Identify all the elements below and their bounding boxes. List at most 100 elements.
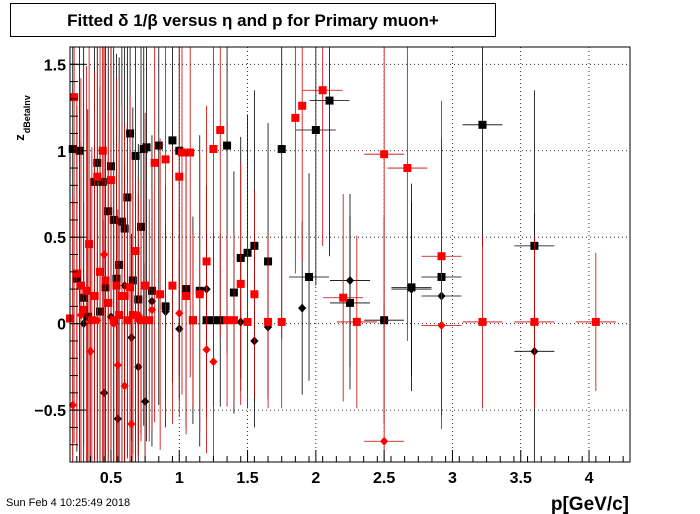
data-point-diamond xyxy=(147,305,156,315)
data-point-diamond xyxy=(120,381,129,391)
data-point-diamond xyxy=(175,308,184,318)
data-point-square xyxy=(264,317,273,326)
data-point-square xyxy=(291,113,300,122)
x-tick-label: 3 xyxy=(448,470,457,487)
data-point-square xyxy=(178,148,186,157)
data-point-square xyxy=(115,311,124,320)
x-tick-label: 2.5 xyxy=(373,470,395,487)
data-point-square xyxy=(90,292,99,300)
data-point-diamond xyxy=(76,310,85,320)
data-point-square xyxy=(277,317,286,326)
data-point-diamond xyxy=(113,360,122,370)
chart-title: Fitted δ 1/β versus η and p for Primary … xyxy=(67,11,439,30)
data-point-square xyxy=(70,93,79,102)
data-point-square xyxy=(161,155,170,164)
data-point-square xyxy=(277,145,286,154)
data-point-square xyxy=(154,141,163,150)
data-point-square xyxy=(145,316,154,325)
data-point-square xyxy=(223,141,232,150)
data-point-square xyxy=(98,146,107,155)
data-point-square xyxy=(93,172,102,181)
data-point-square xyxy=(137,316,146,325)
data-point-square xyxy=(530,317,539,326)
y-axis-label-sub: dBetaInv xyxy=(22,95,32,133)
chart-title-box: Fitted δ 1/β versus η and p for Primary … xyxy=(10,3,496,37)
data-point-square xyxy=(101,276,110,285)
data-point-diamond xyxy=(243,317,252,327)
data-point-square xyxy=(250,290,259,299)
data-point-diamond xyxy=(93,315,102,325)
data-point-diamond xyxy=(68,400,77,410)
series-3 xyxy=(68,47,462,462)
series-2 xyxy=(66,47,616,462)
data-point-square xyxy=(305,272,314,281)
data-point-diamond xyxy=(407,284,416,294)
x-tick-label: 0.5 xyxy=(100,470,122,487)
series-0 xyxy=(68,47,555,462)
data-point-square xyxy=(123,316,132,325)
data-point-square xyxy=(318,86,327,95)
data-point-square xyxy=(478,317,487,326)
y-axis-label: zdBetaInv xyxy=(12,95,32,141)
x-tick-label: 4 xyxy=(585,470,594,487)
y-axis-label-main: z xyxy=(12,134,27,141)
data-point-square xyxy=(591,317,600,326)
data-point-square xyxy=(298,101,307,110)
y-tick-label: −0.5 xyxy=(34,403,66,420)
data-point-diamond xyxy=(100,250,109,259)
axes: 0.5 1 1.5 2 2.5 3 3.5 4 −0.5 0 0.5 1 1.5 xyxy=(34,57,624,487)
data-point-square xyxy=(311,126,320,134)
y-tick-label: 1 xyxy=(57,144,66,161)
x-tick-label: 3.5 xyxy=(510,470,532,487)
data-point-square xyxy=(229,316,238,325)
data-point-square xyxy=(209,145,218,154)
data-point-diamond xyxy=(346,275,354,285)
data-point-square xyxy=(223,316,232,325)
data-point-diamond xyxy=(298,303,307,313)
data-point-square xyxy=(380,150,389,159)
series-1 xyxy=(79,164,555,462)
data-point-square xyxy=(142,143,151,152)
x-axis-label: p[GeV/c] xyxy=(551,494,629,514)
x-tick-label: 1 xyxy=(175,470,184,487)
data-point-diamond xyxy=(209,357,218,367)
data-point-square xyxy=(403,164,412,173)
data-point-square xyxy=(106,176,115,185)
data-point-diamond xyxy=(134,310,143,320)
data-point-square xyxy=(186,148,195,157)
data-point-square xyxy=(352,317,361,326)
data-point-square xyxy=(128,311,137,320)
data-point-diamond xyxy=(380,436,389,446)
data-point-square xyxy=(236,279,245,288)
data-point-square xyxy=(79,305,88,314)
data-point-square xyxy=(168,136,177,145)
data-point-square xyxy=(216,126,225,134)
data-points xyxy=(66,47,616,462)
data-point-square xyxy=(131,247,140,256)
y-tick-label: 1.5 xyxy=(44,57,66,74)
data-point-square xyxy=(96,267,105,276)
data-point-diamond xyxy=(202,345,211,355)
x-tick-label: 2 xyxy=(311,470,320,487)
data-point-square xyxy=(182,292,191,300)
data-point-square xyxy=(168,281,177,290)
data-point-square xyxy=(195,290,204,299)
data-point-square xyxy=(141,281,150,290)
data-point-square xyxy=(325,96,334,105)
data-point-square xyxy=(156,290,165,299)
data-point-diamond xyxy=(86,346,95,356)
data-point-square xyxy=(82,286,91,295)
data-point-diamond xyxy=(437,320,446,330)
data-point-square xyxy=(175,172,184,181)
timestamp-footer: Sun Feb 4 10:25:49 2018 xyxy=(6,497,131,509)
data-point-square xyxy=(126,283,135,292)
data-point-diamond xyxy=(127,419,136,429)
data-point-square xyxy=(112,281,121,290)
data-point-diamond xyxy=(109,319,118,329)
y-tick-label: 0.5 xyxy=(44,230,66,247)
data-point-square xyxy=(83,312,92,321)
data-point-square xyxy=(85,240,94,249)
data-point-square xyxy=(72,269,81,278)
data-point-square xyxy=(104,298,113,307)
